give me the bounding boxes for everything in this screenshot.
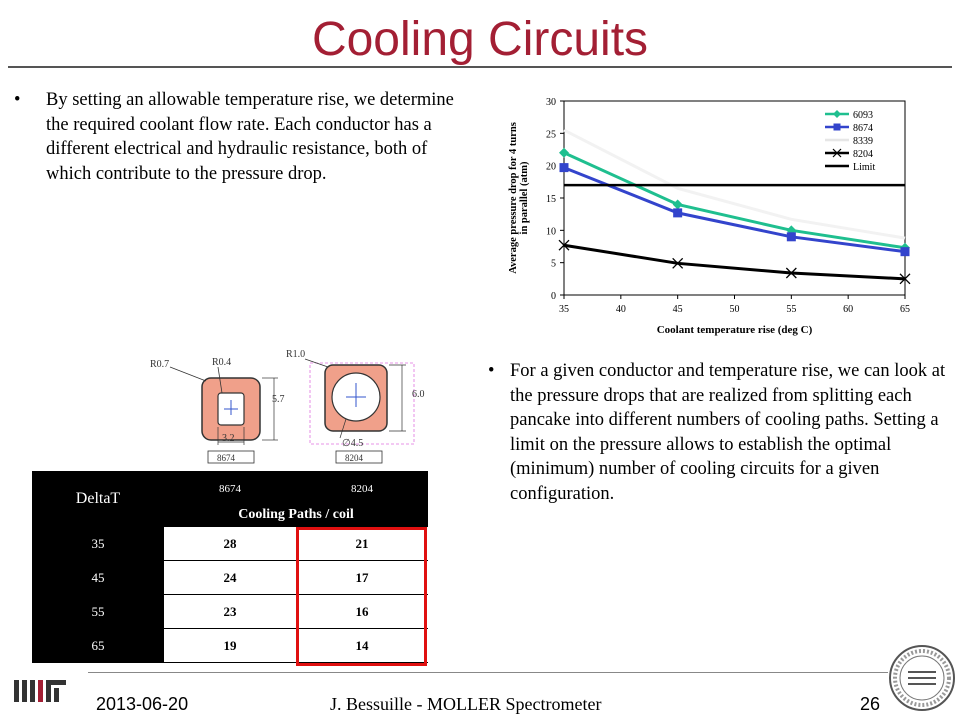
x-tick-label: 50 xyxy=(730,304,740,315)
deltat-cell: 45 xyxy=(32,560,164,595)
slide-title: Cooling Circuits xyxy=(311,13,649,66)
height-label: 5.7 xyxy=(272,394,285,405)
x-tick-label: 45 xyxy=(673,304,683,315)
table-row: 35 28 21 xyxy=(32,527,428,561)
radius-outer-label: R0.7 xyxy=(150,359,169,370)
paths-8674-cell: 28 xyxy=(164,527,296,561)
paths-8674-cell: 24 xyxy=(164,560,296,595)
series-line-6093 xyxy=(563,151,906,250)
y-tick-label: 25 xyxy=(546,129,556,140)
width-label: 3.2 xyxy=(222,433,235,444)
mit-logo xyxy=(14,680,66,702)
x-tick-label: 65 xyxy=(900,304,910,315)
data-point xyxy=(899,273,911,285)
footer-date: 2013-06-20 xyxy=(96,694,189,714)
deltat-cell: 35 xyxy=(32,527,164,561)
y-axis-label: Average pressure drop for 4 turns xyxy=(508,122,519,274)
legend-marker xyxy=(833,110,841,118)
data-point xyxy=(558,239,570,251)
y-tick-label: 10 xyxy=(546,226,556,237)
x-tick-label: 40 xyxy=(616,304,626,315)
footer-title: J. Bessuille - MOLLER Spectrometer xyxy=(330,694,602,714)
data-point xyxy=(672,257,684,269)
bullet-text: By setting an allowable temperature rise… xyxy=(46,90,454,184)
y-tick-label: 0 xyxy=(551,291,556,302)
radius-inner-label: R0.4 xyxy=(212,357,231,368)
bullet-text: For a given conductor and temperature ri… xyxy=(510,361,946,504)
cooling-paths-table: DeltaT 8674 8204 Cooling Paths / coil 35… xyxy=(32,471,428,663)
legend-label-8204: 8204 xyxy=(853,149,873,160)
y-axis-label: in parallel (atm) xyxy=(519,161,530,234)
y-tick-label: 20 xyxy=(546,162,556,173)
paths-8204-cell: 17 xyxy=(296,560,428,595)
paths-8674-cell: 23 xyxy=(164,594,296,629)
paths-8204-cell: 21 xyxy=(296,527,428,561)
conductor-8674-drawing: R0.7 R0.4 5.7 3.2 8674 xyxy=(150,357,285,464)
data-point xyxy=(559,163,569,173)
diameter-label: ∅4.5 xyxy=(342,438,363,449)
bates-logo xyxy=(889,645,955,711)
data-point xyxy=(672,199,683,210)
data-point xyxy=(786,232,796,242)
deltat-cell: 55 xyxy=(32,594,164,629)
y-tick-label: 30 xyxy=(546,97,556,108)
pressure-drop-chart: 0 5 10 15 20 25 30 35 40 45 50 55 60 65 Coolant temper… xyxy=(508,97,911,336)
data-point xyxy=(785,267,797,279)
height-label: 6.0 xyxy=(412,389,425,400)
series-line-8674 xyxy=(563,166,906,254)
radius-label: R1.0 xyxy=(286,349,305,360)
conductor-label: 8204 xyxy=(345,453,364,463)
series-line-8204 xyxy=(563,243,906,281)
title-divider xyxy=(8,66,952,68)
data-point xyxy=(900,247,910,257)
paths-8674-cell: 19 xyxy=(164,628,296,663)
x-axis-label: Coolant temperature rise (deg C) xyxy=(657,324,813,336)
x-tick-label: 35 xyxy=(559,304,569,315)
legend-label-6093: 6093 xyxy=(853,110,873,121)
cooling-paths-header: Cooling Paths / coil xyxy=(164,507,428,527)
legend-marker xyxy=(832,148,842,158)
col-header-8204: 8204 xyxy=(296,471,428,507)
y-tick-label: 15 xyxy=(546,194,556,205)
data-point xyxy=(673,208,683,218)
deltat-header: DeltaT xyxy=(32,471,164,527)
table-row: 65 19 14 xyxy=(32,628,428,663)
x-tick-label: 55 xyxy=(786,304,796,315)
legend-label-8339: 8339 xyxy=(853,136,873,147)
data-point xyxy=(559,147,569,158)
bullet-mark: • xyxy=(488,361,495,381)
conductor-8204-drawing: R1.0 6.0 ∅4.5 8204 xyxy=(286,349,425,464)
x-tick-label: 60 xyxy=(843,304,853,315)
footer-divider xyxy=(88,672,888,673)
bullet-flow-rate: • By setting an allowable temperature ri… xyxy=(14,88,474,218)
paths-8204-cell: 16 xyxy=(296,594,428,629)
series-line-8339 xyxy=(563,128,906,240)
highlight-box-8204 xyxy=(296,527,427,666)
paths-8204-cell: 14 xyxy=(296,628,428,663)
conductor-cross-section-drawings: R0.7 R0.4 5.7 3.2 8674 R1.0 6.0 ∅4.5 820… xyxy=(150,349,425,464)
table-row: 45 24 17 xyxy=(32,560,428,595)
deltat-cell: 65 xyxy=(32,628,164,663)
legend-label-8674: 8674 xyxy=(853,123,873,134)
legend-marker xyxy=(833,123,841,131)
page-number: 26 xyxy=(860,694,881,714)
legend-label-Limit: Limit xyxy=(853,162,875,173)
bullet-cooling-paths: • For a given conductor and temperature … xyxy=(488,359,958,519)
col-header-8674: 8674 xyxy=(164,471,296,507)
bullet-mark: • xyxy=(14,90,21,110)
y-tick-label: 5 xyxy=(551,259,556,270)
conductor-label: 8674 xyxy=(217,453,236,463)
table-row: 55 23 16 xyxy=(32,594,428,629)
